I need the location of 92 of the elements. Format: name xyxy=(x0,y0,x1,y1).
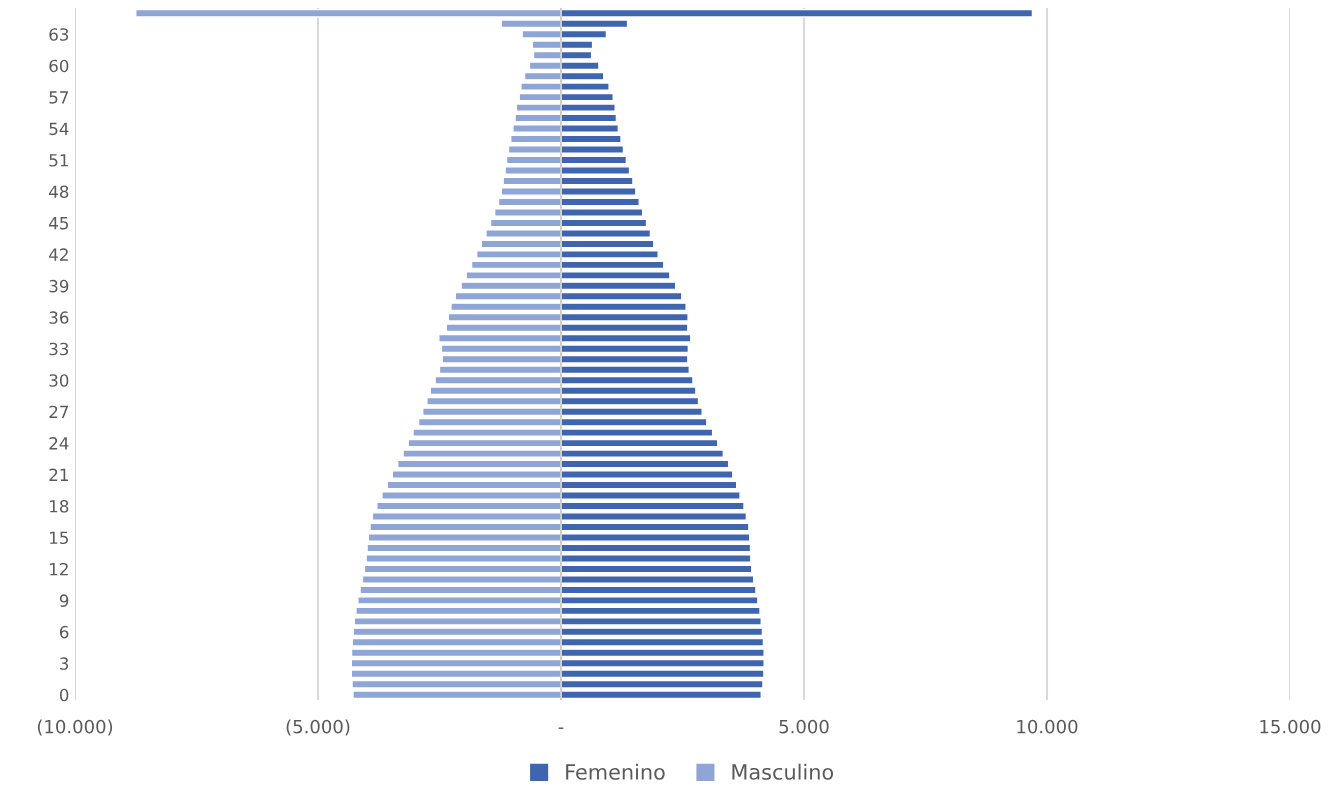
bar xyxy=(407,438,562,448)
x-tick-label: 15.000 xyxy=(1260,719,1321,734)
bar xyxy=(507,145,562,154)
x-tick-label: (5.000) xyxy=(286,719,350,736)
bar xyxy=(560,187,637,196)
bar xyxy=(560,470,734,479)
bar xyxy=(470,260,562,270)
y-tick-label: 48 xyxy=(49,185,69,199)
x-tick-label: 5.000 xyxy=(779,719,829,734)
y-tick-label: 33 xyxy=(49,342,69,356)
y-tick-label: 18 xyxy=(50,499,69,513)
bar xyxy=(371,512,562,521)
bar xyxy=(366,543,562,553)
y-tick-label: 57 xyxy=(49,91,69,104)
bar xyxy=(369,522,562,532)
y-tick-label: 6 xyxy=(60,625,69,639)
y-tick-label: 51 xyxy=(49,154,68,167)
bar xyxy=(365,554,562,563)
bar xyxy=(355,606,562,616)
bar xyxy=(502,176,562,186)
bar xyxy=(560,585,757,595)
bar xyxy=(560,501,745,511)
y-tick-label: 9 xyxy=(59,594,69,607)
y-tick-label: 24 xyxy=(49,437,69,450)
y-tick-label: 27 xyxy=(49,405,69,418)
bar xyxy=(560,449,725,458)
y-tick-label: 42 xyxy=(49,248,68,261)
y-tick-label: 15 xyxy=(50,531,68,545)
bar xyxy=(560,596,759,605)
bar xyxy=(361,575,562,584)
bar xyxy=(402,449,562,458)
bar xyxy=(560,229,652,238)
x-tick-label: - xyxy=(558,727,564,729)
y-tick-label: 21 xyxy=(49,468,68,481)
bar xyxy=(504,166,562,175)
y-tick-label: 54 xyxy=(49,122,69,136)
bar xyxy=(391,470,562,479)
bar xyxy=(560,103,616,112)
bar xyxy=(512,124,562,133)
bar xyxy=(560,480,738,490)
y-tick-label: 30 xyxy=(49,374,69,387)
y-tick-label: 36 xyxy=(49,311,69,324)
legend-label: Femenino xyxy=(566,763,665,780)
bar xyxy=(560,575,755,584)
bar xyxy=(560,166,631,175)
bar xyxy=(514,113,562,123)
bar xyxy=(363,564,562,574)
bar xyxy=(475,250,562,259)
bar xyxy=(386,480,562,490)
y-tick-label: 39 xyxy=(49,279,69,293)
bar xyxy=(560,438,719,448)
legend-label: Masculino xyxy=(732,763,834,780)
y-tick-label: 3 xyxy=(60,657,69,670)
bar xyxy=(493,208,562,217)
bar xyxy=(376,501,562,511)
bar xyxy=(480,239,562,249)
bar xyxy=(381,491,562,500)
bar xyxy=(489,218,562,228)
y-tick-label: 12 xyxy=(50,562,68,576)
bar xyxy=(560,543,752,553)
bar xyxy=(560,145,625,154)
bar xyxy=(560,564,753,574)
bar xyxy=(560,533,751,542)
y-tick-label: 45 xyxy=(49,217,68,230)
bar xyxy=(560,250,659,259)
bar xyxy=(560,459,730,469)
bar xyxy=(560,606,761,616)
y-tick-label: 63 xyxy=(49,28,69,41)
bar xyxy=(500,187,562,196)
x-tick-label: (10.000) xyxy=(37,719,113,736)
bar xyxy=(560,134,622,144)
bar xyxy=(359,585,562,595)
bar xyxy=(560,554,752,563)
bar xyxy=(357,596,562,605)
bar xyxy=(560,197,640,207)
bar xyxy=(560,491,741,500)
bar xyxy=(485,229,562,238)
bar xyxy=(560,239,655,249)
bar xyxy=(560,155,628,165)
bar xyxy=(560,218,648,228)
bar xyxy=(367,533,562,542)
bar xyxy=(560,208,644,217)
bar xyxy=(560,176,634,186)
bar xyxy=(560,260,665,270)
y-tick-label: 0 xyxy=(59,688,69,702)
bar xyxy=(560,522,750,532)
bar xyxy=(560,124,620,133)
bar xyxy=(515,103,562,112)
y-tick-label: 60 xyxy=(49,59,69,73)
bar xyxy=(397,459,562,469)
bar xyxy=(560,512,748,521)
x-tick-label: 10.000 xyxy=(1017,719,1078,734)
